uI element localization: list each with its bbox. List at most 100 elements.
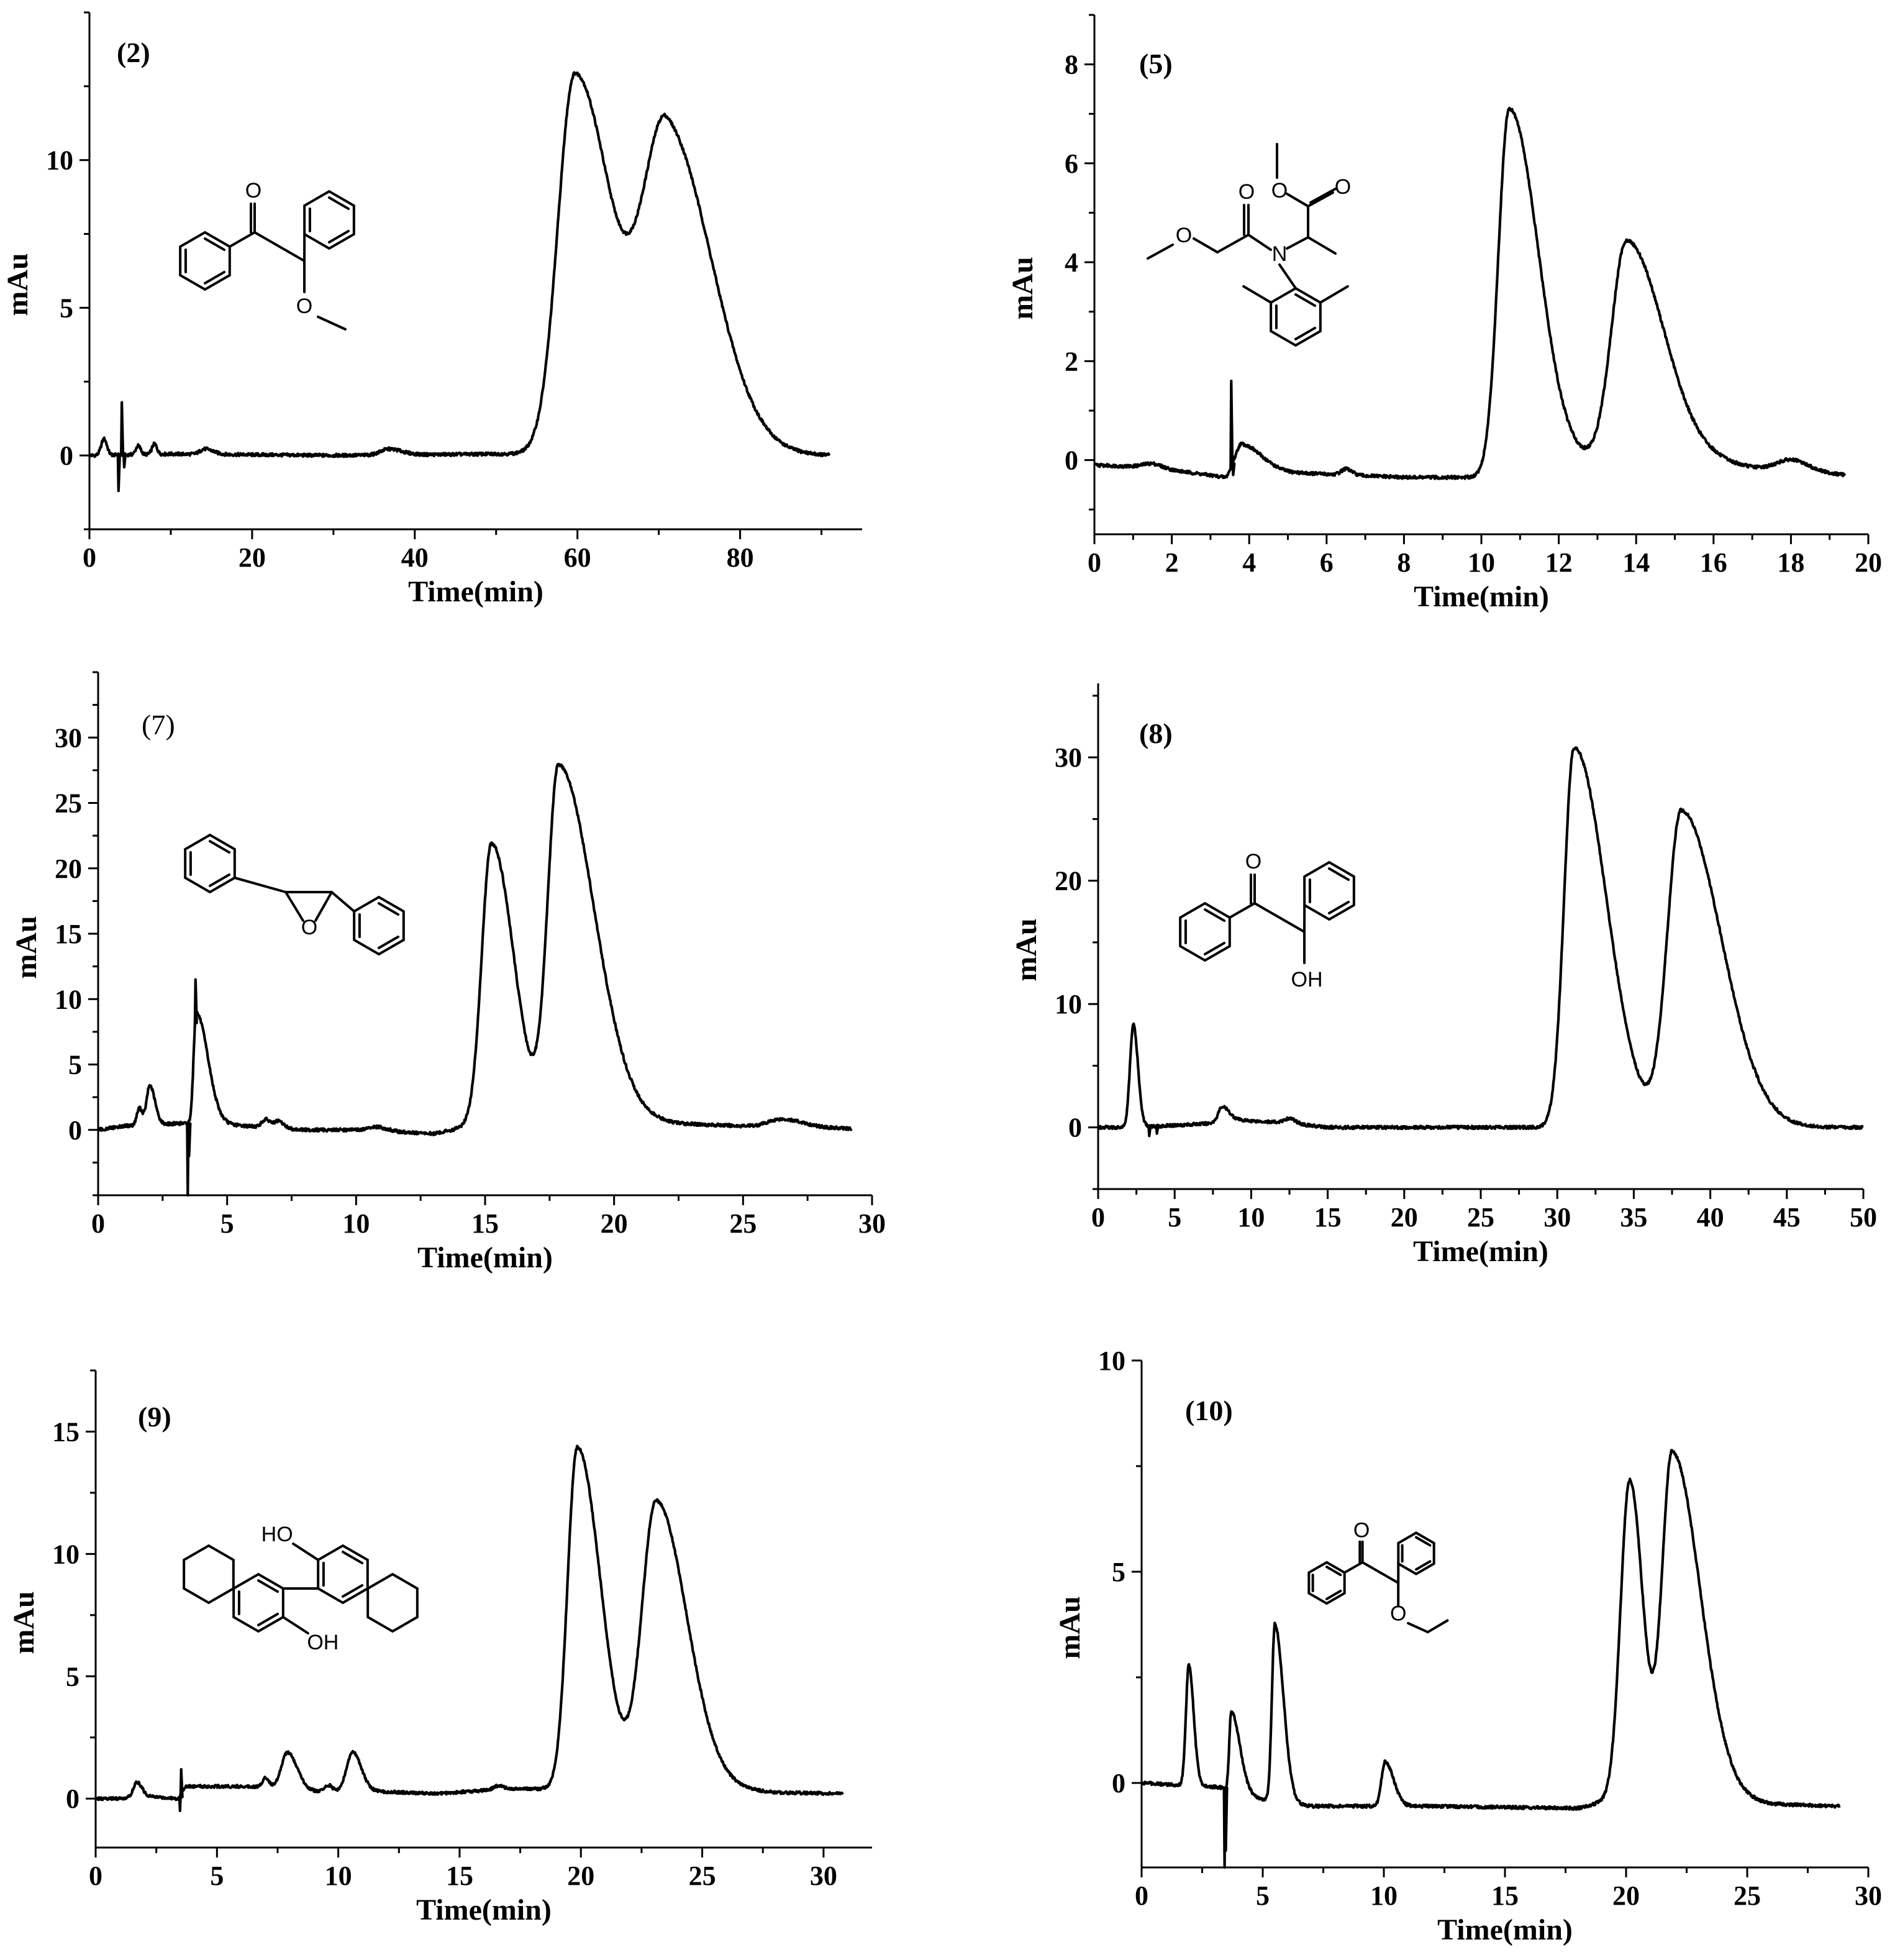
bond bbox=[1319, 285, 1349, 304]
x-tick-label: 5 bbox=[1256, 1880, 1270, 1911]
bond bbox=[1242, 285, 1273, 304]
bond bbox=[1307, 191, 1334, 207]
chart-panel-p8: 0 5 10 15 20 25 30 35 40 45 500102030Time(min)mAu(… bbox=[1010, 683, 1877, 1268]
x-tick-label: 8 bbox=[1397, 547, 1411, 578]
bond bbox=[1343, 1561, 1364, 1574]
chromatogram-trace bbox=[1097, 746, 1865, 1137]
y-axis-title: mAu bbox=[1, 253, 34, 316]
y-tick-label: 0 bbox=[1065, 445, 1078, 476]
x-tick-label: 0 bbox=[1091, 1202, 1105, 1233]
bond bbox=[1426, 1619, 1449, 1634]
bond bbox=[233, 877, 287, 893]
double-bond bbox=[328, 229, 350, 244]
chromatogram-trace bbox=[1140, 1449, 1841, 1869]
bond bbox=[228, 231, 256, 248]
atom-label: OH bbox=[1291, 968, 1323, 991]
y-axis-title: mAu bbox=[7, 1591, 40, 1654]
double-bond bbox=[1415, 1536, 1432, 1547]
double-bond bbox=[378, 935, 400, 949]
x-tick-label: 15 bbox=[1491, 1880, 1519, 1911]
x-axis-title: Time(min) bbox=[408, 575, 543, 608]
y-tick-label: 10 bbox=[55, 984, 82, 1014]
x-tick-label: 6 bbox=[1320, 547, 1334, 578]
x-tick-label: 16 bbox=[1700, 547, 1727, 578]
benzene-ring bbox=[303, 189, 355, 250]
double-bond bbox=[257, 1579, 280, 1593]
y-tick-label: 30 bbox=[1055, 742, 1082, 773]
double-bond bbox=[1325, 1566, 1342, 1577]
atom-label: O bbox=[301, 916, 317, 939]
chromatogram-trace bbox=[94, 1444, 844, 1812]
x-tick-label: 40 bbox=[1697, 1202, 1724, 1233]
y-tick-label: 2 bbox=[1065, 346, 1078, 376]
bond bbox=[1361, 1561, 1400, 1584]
double-bond bbox=[1325, 1589, 1342, 1600]
y-axis-title: mAu bbox=[1053, 1596, 1086, 1659]
double-bond bbox=[257, 1612, 280, 1626]
y-tick-label: 25 bbox=[55, 788, 82, 819]
bond bbox=[1247, 234, 1272, 251]
x-axis-title: Time(min) bbox=[1414, 580, 1549, 613]
molecule-structure-p2: OO bbox=[179, 179, 355, 330]
x-axis-title: Time(min) bbox=[416, 1894, 552, 1926]
chart-panel-p7: 0 5 10 15 20 25 30 0 5 10 15 20 25 30 Time(min) mAu (7) O bbox=[10, 671, 886, 1274]
y-tick-label: 30 bbox=[55, 722, 82, 753]
y-axis-title: mAu bbox=[1006, 257, 1039, 319]
atom-label: O bbox=[1390, 1602, 1406, 1625]
panel-label: (10) bbox=[1185, 1395, 1233, 1426]
y-tick-label: 8 bbox=[1065, 50, 1078, 80]
y-tick-label: 10 bbox=[1055, 989, 1082, 1019]
x-tick-label: 20 bbox=[567, 1861, 594, 1891]
y-tick-label: 5 bbox=[60, 293, 73, 323]
x-tick-label: 30 bbox=[810, 1861, 837, 1891]
bond bbox=[1193, 237, 1219, 253]
double-bond bbox=[1204, 908, 1226, 923]
panel-label: (5) bbox=[1139, 48, 1173, 80]
x-tick-label: 45 bbox=[1773, 1202, 1801, 1233]
x-tick-label: 5 bbox=[220, 1208, 234, 1239]
double-bond bbox=[342, 1584, 364, 1598]
x-tick-label: 20 bbox=[1612, 1880, 1640, 1911]
y-tick-label: 10 bbox=[46, 145, 73, 176]
atom-label: HO bbox=[261, 1523, 293, 1546]
x-tick-label: 25 bbox=[1734, 1880, 1761, 1911]
atom-label: O bbox=[245, 179, 261, 203]
bond bbox=[1253, 902, 1306, 933]
y-axis-title: mAu bbox=[1010, 918, 1043, 981]
x-tick-label: 4 bbox=[1242, 547, 1256, 578]
x-tick-label: 10 bbox=[1370, 1880, 1398, 1911]
molecule-structure-p9: OH HO bbox=[183, 1523, 419, 1654]
x-tick-label: 25 bbox=[689, 1861, 716, 1891]
atom-label: O bbox=[1245, 850, 1261, 873]
x-tick-label: 35 bbox=[1620, 1202, 1647, 1233]
double-bond bbox=[1294, 293, 1317, 308]
molecule-structure-p10: OO bbox=[1307, 1519, 1449, 1634]
x-tick-label: 80 bbox=[727, 542, 754, 573]
double-bond bbox=[1328, 900, 1350, 914]
y-axis-title: mAu bbox=[10, 916, 43, 978]
x-axis-title: Time(min) bbox=[1437, 1913, 1573, 1946]
x-tick-label: 10 bbox=[325, 1861, 352, 1891]
y-tick-label: 20 bbox=[55, 854, 82, 884]
x-tick-label: 30 bbox=[858, 1208, 886, 1239]
x-tick-label: 14 bbox=[1622, 547, 1650, 578]
panel-label: (8) bbox=[1139, 718, 1173, 749]
chromatogram-trace bbox=[88, 71, 831, 493]
x-tick-label: 20 bbox=[239, 542, 266, 573]
y-tick-label: 0 bbox=[60, 440, 73, 471]
chart-panel-p5: 0 2 4 6 8 10 12 14 16 18 2002468Time(min)mAu(5)NOO… bbox=[1006, 14, 1882, 613]
y-tick-label: 5 bbox=[68, 1050, 82, 1080]
molecule-structure-p7: O bbox=[184, 833, 405, 956]
x-tick-label: 10 bbox=[1468, 547, 1495, 578]
benzene-ring bbox=[184, 833, 236, 894]
bond bbox=[1309, 188, 1337, 204]
x-tick-label: 30 bbox=[1855, 1880, 1882, 1911]
atom-label: O bbox=[1239, 180, 1255, 204]
y-tick-label: 0 bbox=[66, 1784, 80, 1814]
bond bbox=[1278, 263, 1297, 289]
